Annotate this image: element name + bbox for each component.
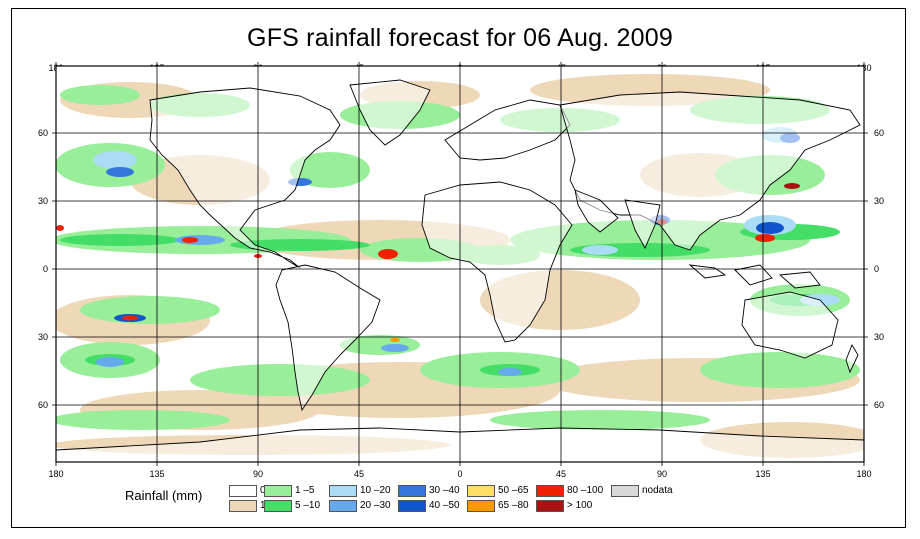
legend-swatch bbox=[536, 485, 564, 497]
lon-label-bottom: 90 bbox=[656, 469, 668, 479]
lat-label-left: 30 bbox=[37, 196, 48, 206]
legend-label: > 100 bbox=[567, 500, 593, 511]
legend-label: 80 –100 bbox=[567, 485, 604, 496]
legend-swatch bbox=[398, 500, 426, 512]
legend-label: 10 –20 bbox=[360, 485, 391, 496]
legend-label: 40 –50 bbox=[429, 500, 460, 511]
lon-label-bottom: 90 bbox=[252, 469, 264, 479]
legend-label: nodata bbox=[642, 485, 673, 496]
lat-label-left: 60 bbox=[37, 400, 48, 410]
legend-title: Rainfall (mm) bbox=[125, 488, 203, 503]
lat-label-left: 0 bbox=[42, 264, 48, 274]
lon-label-bottom: 135 bbox=[755, 469, 771, 479]
legend-label: 20 –30 bbox=[360, 500, 391, 511]
legend-swatch bbox=[264, 500, 292, 512]
rainfall-field bbox=[56, 66, 864, 462]
graticule bbox=[56, 66, 864, 462]
lon-label-bottom: 0 bbox=[457, 469, 463, 479]
lat-label-right: 30 bbox=[874, 196, 885, 206]
lat-label-left: 30 bbox=[37, 332, 48, 342]
lon-label-bottom: 45 bbox=[353, 469, 365, 479]
lat-label-right: 60 bbox=[874, 128, 885, 138]
legend-label: 1 –5 bbox=[295, 485, 315, 496]
lat-label-left: 60 bbox=[37, 128, 48, 138]
legend-swatch bbox=[536, 500, 564, 512]
legend-swatch bbox=[467, 500, 495, 512]
lon-label-bottom: 180 bbox=[856, 469, 872, 479]
lon-label-bottom: 135 bbox=[149, 469, 165, 479]
legend-swatch bbox=[329, 485, 357, 497]
map-title: GFS rainfall forecast for 06 Aug. 2009 bbox=[247, 24, 673, 52]
legend-label: 0 bbox=[260, 485, 266, 496]
legend-swatch bbox=[229, 500, 257, 512]
legend-swatch bbox=[229, 485, 257, 497]
lat-label-right: 30 bbox=[874, 332, 885, 342]
legend-label: 5 –10 bbox=[295, 500, 321, 511]
lat-label-right: 0 bbox=[874, 264, 880, 274]
legend-label: 1 bbox=[260, 500, 266, 511]
legend-swatch bbox=[264, 485, 292, 497]
legend-label: 65 –80 bbox=[498, 500, 529, 511]
legend-swatch bbox=[398, 485, 426, 497]
lon-label-bottom: 180 bbox=[48, 469, 64, 479]
legend-swatch bbox=[611, 485, 639, 497]
legend-swatch bbox=[329, 500, 357, 512]
figure-frame bbox=[11, 8, 906, 528]
legend-swatch bbox=[467, 485, 495, 497]
legend-label: 30 –40 bbox=[429, 485, 460, 496]
axis-ticks bbox=[52, 62, 868, 466]
lat-label-right: 60 bbox=[874, 400, 885, 410]
legend-label: 50 –65 bbox=[498, 485, 529, 496]
lon-label-bottom: 45 bbox=[555, 469, 567, 479]
